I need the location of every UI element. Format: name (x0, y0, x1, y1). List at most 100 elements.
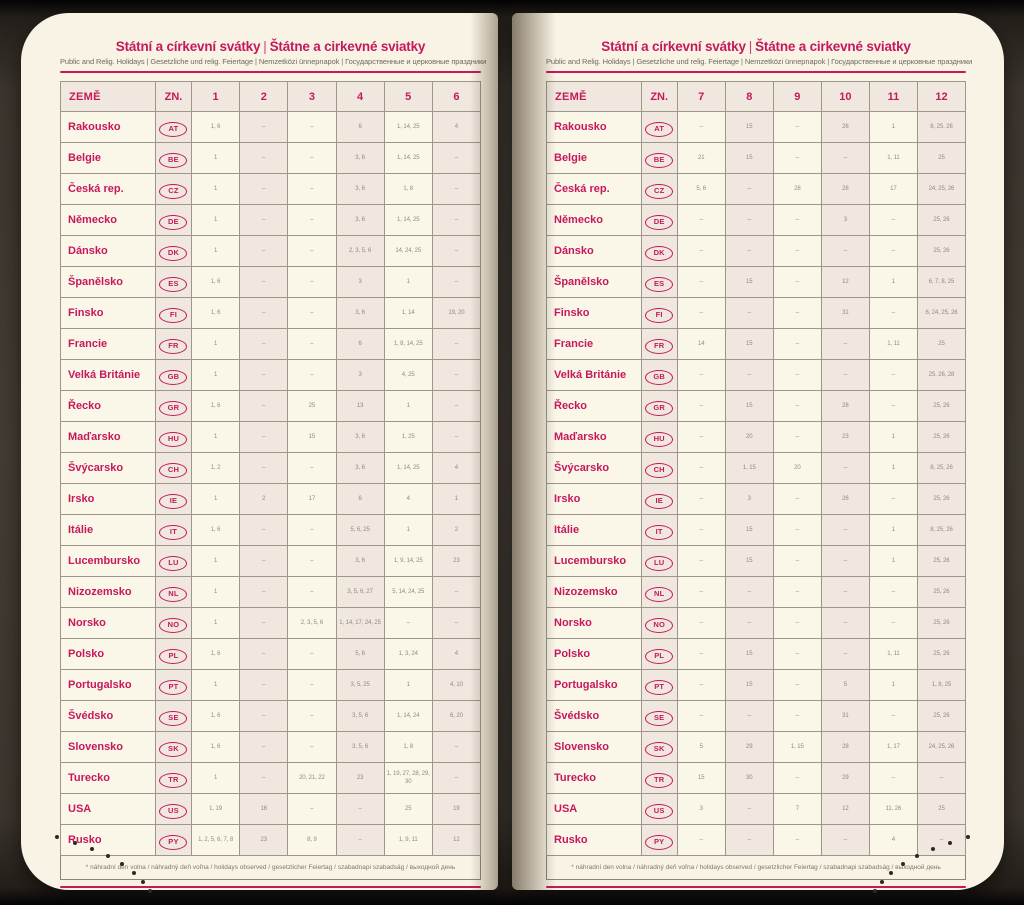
holiday-days-cell: 3 (820, 204, 870, 236)
country-name: Švédsko (546, 700, 642, 732)
holiday-days-cell: 20, 21, 22 (287, 762, 337, 794)
header-rule (60, 71, 481, 73)
code-column-header: ZN. (640, 81, 678, 112)
country-code-cell: LU (154, 545, 193, 577)
country-code-badge: LU (645, 555, 674, 571)
holiday-days-cell: – (239, 514, 289, 546)
title-czech: Státní a církevní svátky (115, 39, 261, 54)
holiday-days-cell: – (431, 731, 482, 763)
holiday-days-cell: 6, 7, 8, 25 (916, 266, 967, 298)
perforation-dot (880, 880, 884, 884)
holiday-days-cell: – (772, 607, 822, 639)
country-name: Rakousko (60, 111, 156, 143)
holiday-days-cell: 7 (772, 793, 822, 825)
country-code-cell: CH (640, 452, 678, 484)
holiday-days-cell: 5 (820, 669, 870, 701)
country-name: USA (60, 793, 156, 825)
country-row: Belgie BE 21 15– –1, 11 25 (546, 142, 967, 174)
holiday-days-cell: 1, 11 (868, 638, 918, 670)
country-name: Německo (60, 204, 156, 236)
diary-right-page: Státní a církevní svátky | Štátne a cirkev… (512, 13, 1004, 893)
holiday-days-cell: 1 (383, 266, 433, 298)
holiday-days-cell: – (676, 297, 726, 329)
country-row: Rakousko AT –15–26 1 8, 25, 26 (546, 111, 967, 143)
holiday-days-cell: – (676, 390, 726, 422)
perforation-dot (148, 889, 152, 893)
country-code-badge: CH (645, 462, 674, 478)
holiday-days-cell: 1, 15 (772, 731, 822, 763)
holiday-days-cell: – (772, 669, 822, 701)
holiday-days-cell: 1 (191, 359, 241, 391)
holiday-days-cell: – (287, 576, 337, 608)
country-name: Lucembursko (60, 545, 156, 577)
country-name: Turecko (60, 762, 156, 794)
perforation-dot (90, 847, 94, 851)
holiday-days-cell: 1 (868, 266, 918, 298)
holiday-days-cell: 1, 9, 14, 25 (383, 545, 433, 577)
holiday-days-cell: – (868, 483, 918, 515)
holiday-days-cell: – (239, 669, 289, 701)
country-code-cell: GR (640, 390, 678, 422)
holiday-days-cell: 1, 6 (191, 266, 241, 298)
holiday-days-cell: 3, 5, 25 (335, 669, 385, 701)
footer-rule (546, 886, 966, 888)
country-row: Německo DE 1– –3, 6 1, 14, 25– (60, 204, 482, 236)
holiday-days-cell: 25, 26, 28 (916, 359, 967, 391)
diary-left-page: Státní a církevní svátky | Štátne a cirkev… (21, 13, 498, 893)
country-code-cell: IT (154, 514, 193, 546)
country-code-badge: GB (159, 369, 188, 385)
perforation-dot (55, 835, 59, 839)
holiday-days-cell: 4 (431, 452, 482, 484)
country-code-cell: LU (640, 545, 678, 577)
holiday-days-cell: 15 (724, 638, 774, 670)
country-row: USA US 3–7 12 11, 26 25 (546, 793, 967, 825)
holiday-days-cell: – (287, 111, 337, 143)
holiday-days-cell: 1, 8 (383, 173, 433, 205)
country-code-cell: FI (640, 297, 678, 329)
holiday-days-cell: 1 (868, 452, 918, 484)
holiday-days-cell: 4 (383, 483, 433, 515)
holiday-days-cell: – (676, 669, 726, 701)
country-name: Česká rep. (60, 173, 156, 205)
holiday-days-cell: – (868, 390, 918, 422)
country-code-cell: BE (640, 142, 678, 174)
country-name: Finsko (60, 297, 156, 329)
holiday-days-cell: 17 (287, 483, 337, 515)
holiday-days-cell: 1 (191, 607, 241, 639)
holiday-days-cell: 1 (868, 545, 918, 577)
holiday-days-cell: 1 (191, 328, 241, 360)
country-code-badge: US (645, 803, 674, 819)
holiday-days-cell: 2 (431, 514, 482, 546)
country-name: Itálie (546, 514, 642, 546)
country-code-badge: CZ (645, 183, 674, 199)
holiday-days-cell: – (772, 235, 822, 267)
table-header-row: ZEMĚ ZN. 7 8 9 10 11 12 (546, 81, 967, 112)
country-code-cell: GR (154, 390, 193, 422)
holiday-days-cell: 3 (335, 266, 385, 298)
holiday-days-cell: 23 (335, 762, 385, 794)
country-column-header: ZEMĚ (546, 81, 642, 112)
holiday-days-cell: – (676, 359, 726, 391)
holiday-days-cell: 20 (772, 452, 822, 484)
month-column-header: 2 (239, 81, 289, 112)
country-code-cell: AT (154, 111, 193, 143)
country-code-cell: US (154, 793, 193, 825)
holiday-days-cell: – (868, 700, 918, 732)
country-row: Nizozemsko NL 1– –3, 5, 6, 27 5, 14, 24, 25– (60, 576, 482, 608)
holiday-days-cell: – (239, 390, 289, 422)
country-name: Německo (546, 204, 642, 236)
country-name: Rusko (546, 824, 642, 856)
holiday-days-cell: – (287, 328, 337, 360)
holiday-days-cell: – (239, 204, 289, 236)
holiday-days-cell: – (724, 297, 774, 329)
month-column-header: 12 (916, 81, 967, 112)
country-code-cell: SK (640, 731, 678, 763)
holiday-days-cell: 1 (191, 669, 241, 701)
holiday-days-cell: 28 (820, 390, 870, 422)
country-row: Belgie BE 1– –3, 6 1, 14, 25– (60, 142, 482, 174)
holiday-days-cell: 26 (820, 483, 870, 515)
holiday-days-cell: 1, 17 (868, 731, 918, 763)
holiday-days-cell: – (868, 297, 918, 329)
holiday-days-cell: – (287, 297, 337, 329)
holiday-days-cell: – (724, 576, 774, 608)
